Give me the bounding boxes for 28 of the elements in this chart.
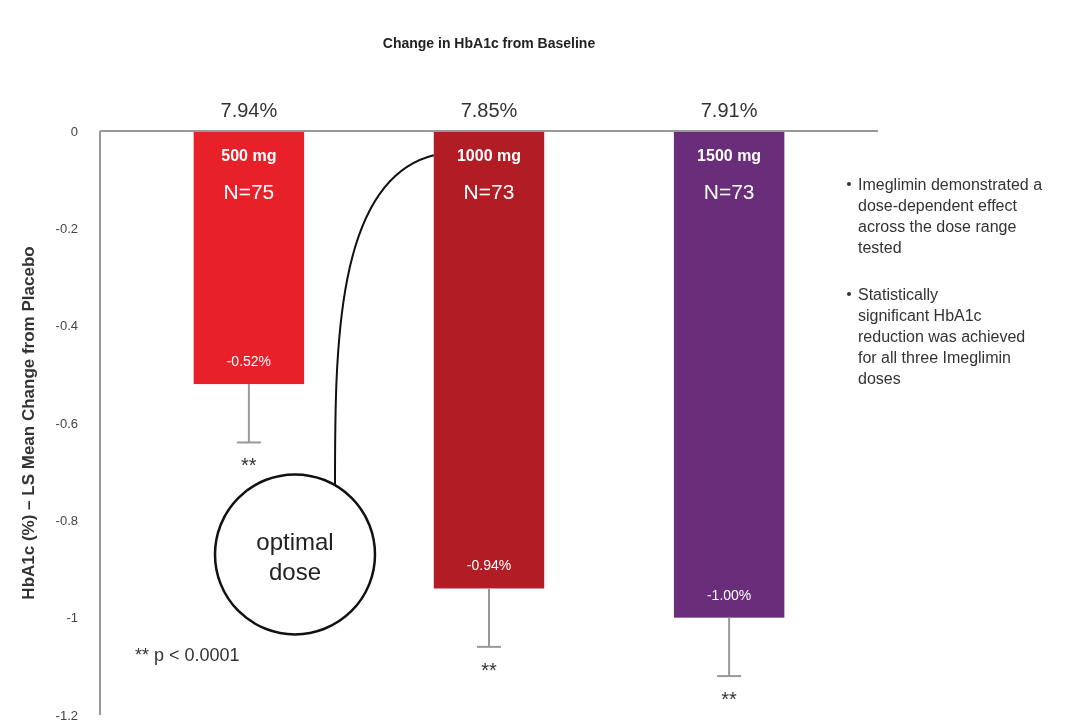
annotation: optimal dose [256, 528, 334, 586]
y-axis-title: HbA1c (%) – LS Mean Change from Placebo [19, 246, 38, 600]
data-label: -0.94% [466, 557, 512, 574]
annotation: ** [241, 454, 257, 477]
annotation: N=75 [223, 180, 275, 203]
y-tick-label: -0.8 [55, 512, 78, 528]
text: 7.94% [220, 99, 278, 121]
annotation: N=73 [463, 180, 515, 203]
text: 7.85% [460, 99, 518, 121]
x-tick-label: 500 mg [221, 147, 277, 164]
y-tick-label: -1.2 [55, 707, 78, 723]
data-label: -0.52% [226, 353, 272, 370]
annotation: Imeglimin demonstrated a dose-dependent effect across the dose range tested [858, 176, 1043, 256]
annotation: ** [481, 658, 497, 681]
y-tick-label: -0.4 [55, 318, 78, 334]
annotation: N=73 [703, 180, 755, 203]
text: 7.91% [700, 99, 758, 121]
annotation: ** [721, 688, 738, 711]
y-tick-label: -1 [66, 610, 78, 626]
annotation: ** p < 0.0001 [135, 645, 240, 666]
x-tick-label: 1000 mg [456, 147, 522, 164]
y-tick-label: -0.2 [55, 220, 78, 236]
chart-title: Change in HbA1c from Baseline [382, 35, 596, 51]
data-label: -1.00% [706, 586, 752, 603]
x-tick-label: 1500 mg [697, 147, 762, 164]
y-tick-label: -0.6 [55, 415, 78, 431]
annotation: Statistically significant HbA1c reduction was achieved for all three Imeglimin doses [858, 286, 1026, 387]
y-tick-label: 0 [70, 123, 78, 139]
